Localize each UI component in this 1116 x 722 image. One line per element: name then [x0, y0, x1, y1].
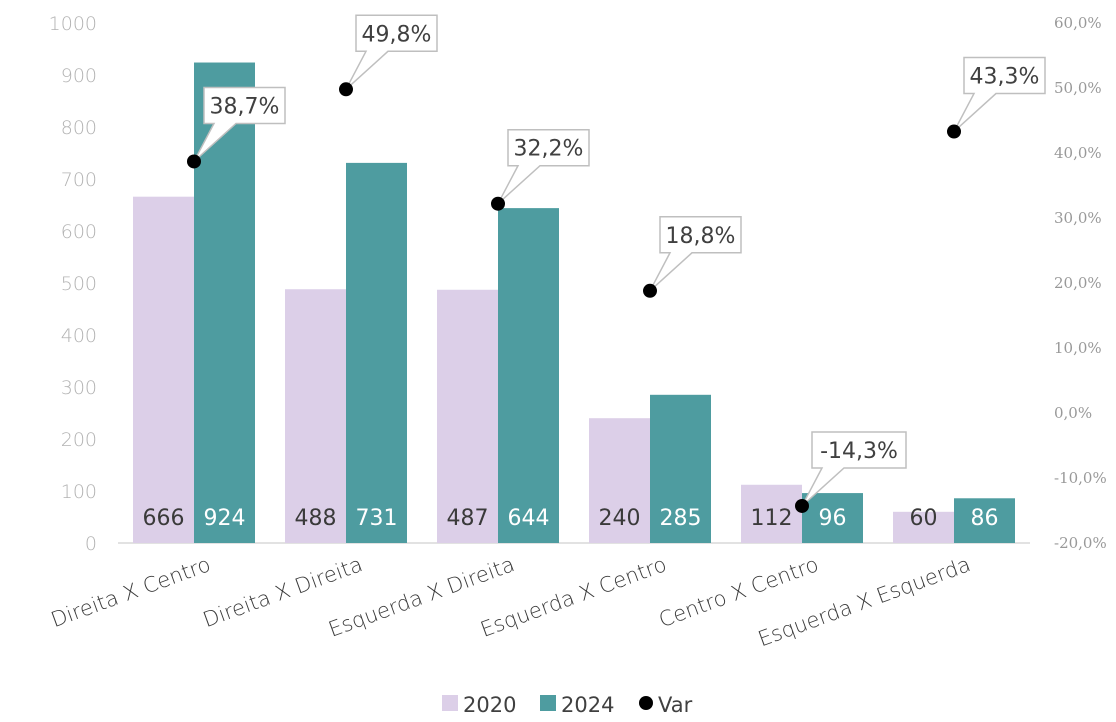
legend-label-2024: 2024 [561, 693, 614, 717]
y-left-tick-label: 100 [61, 481, 97, 503]
data-label-2024: 644 [508, 506, 550, 531]
y-right-tick-label: 10,0% [1054, 339, 1102, 357]
y-right-tick-label: 20,0% [1054, 274, 1102, 292]
y-right-tick-label: 50,0% [1054, 79, 1102, 97]
var-point [491, 196, 505, 211]
data-label-2020: 488 [295, 506, 337, 531]
legend-swatch-2020 [442, 695, 458, 711]
var-data-label: 38,7% [210, 94, 280, 119]
bar-2024 [346, 162, 407, 543]
y-left-tick-label: 800 [61, 117, 97, 139]
y-left-tick-label: 700 [61, 169, 97, 191]
var-point [187, 154, 201, 169]
y-right-tick-label: -10,0% [1054, 469, 1107, 487]
var-data-label: -14,3% [820, 439, 898, 464]
bar-2024 [802, 493, 863, 543]
var-point [947, 124, 961, 139]
y-left-tick-label: 900 [61, 65, 97, 87]
data-label-2024: 731 [356, 506, 398, 531]
y-left-tick-label: 200 [61, 429, 97, 451]
bar-2020 [741, 484, 802, 543]
var-callout-box [801, 431, 907, 507]
data-label-2020: 240 [599, 506, 641, 531]
category-label: Direita X Centro [48, 552, 214, 632]
data-label-2020: 666 [143, 506, 185, 531]
y-left-tick-label: 1000 [49, 13, 97, 35]
var-data-label: 49,8% [362, 22, 432, 47]
bar-2020 [893, 511, 954, 543]
var-point [795, 498, 809, 513]
var-data-label: 32,2% [514, 137, 584, 162]
y-right-tick-label: 30,0% [1054, 209, 1102, 227]
var-data-label: 18,8% [666, 224, 736, 249]
bar-2024 [650, 394, 711, 543]
data-label-2020: 487 [447, 506, 489, 531]
var-data-label: 43,3% [970, 65, 1040, 90]
var-callout-box [345, 14, 438, 90]
data-label-2024: 96 [819, 506, 847, 531]
legend-label-2020: 2020 [463, 693, 516, 717]
bar-2020 [285, 289, 346, 543]
var-callout-box [649, 216, 742, 292]
var-point [339, 82, 353, 97]
y-left-tick-label: 500 [61, 273, 97, 295]
bar-2020 [589, 418, 650, 543]
y-right-tick-label: 40,0% [1054, 144, 1102, 162]
legend-swatch-2024 [540, 695, 556, 711]
legend-label-var: Var [658, 693, 693, 717]
y-right-tick-label: -20,0% [1054, 534, 1107, 552]
y-left-tick-label: 0 [85, 533, 97, 555]
data-label-2024: 86 [971, 506, 999, 531]
y-right-tick-label: 60,0% [1054, 14, 1102, 32]
var-callout-box [953, 56, 1046, 133]
bar-2020 [133, 196, 194, 543]
var-callout-box [497, 128, 590, 205]
data-label-2024: 285 [660, 506, 702, 531]
y-left-tick-label: 600 [61, 221, 97, 243]
data-label-2020: 112 [751, 506, 793, 531]
y-right-tick-label: 0,0% [1054, 404, 1092, 422]
var-point [643, 283, 657, 298]
data-label-2024: 924 [204, 506, 246, 531]
legend-swatch-var [639, 696, 653, 710]
y-left-tick-label: 400 [61, 325, 97, 347]
bar-2020 [437, 289, 498, 543]
bar-2024 [954, 498, 1015, 543]
bar-2024 [498, 208, 559, 543]
data-label-2020: 60 [910, 506, 938, 531]
y-left-tick-label: 300 [61, 377, 97, 399]
var-callout-box [193, 86, 286, 163]
